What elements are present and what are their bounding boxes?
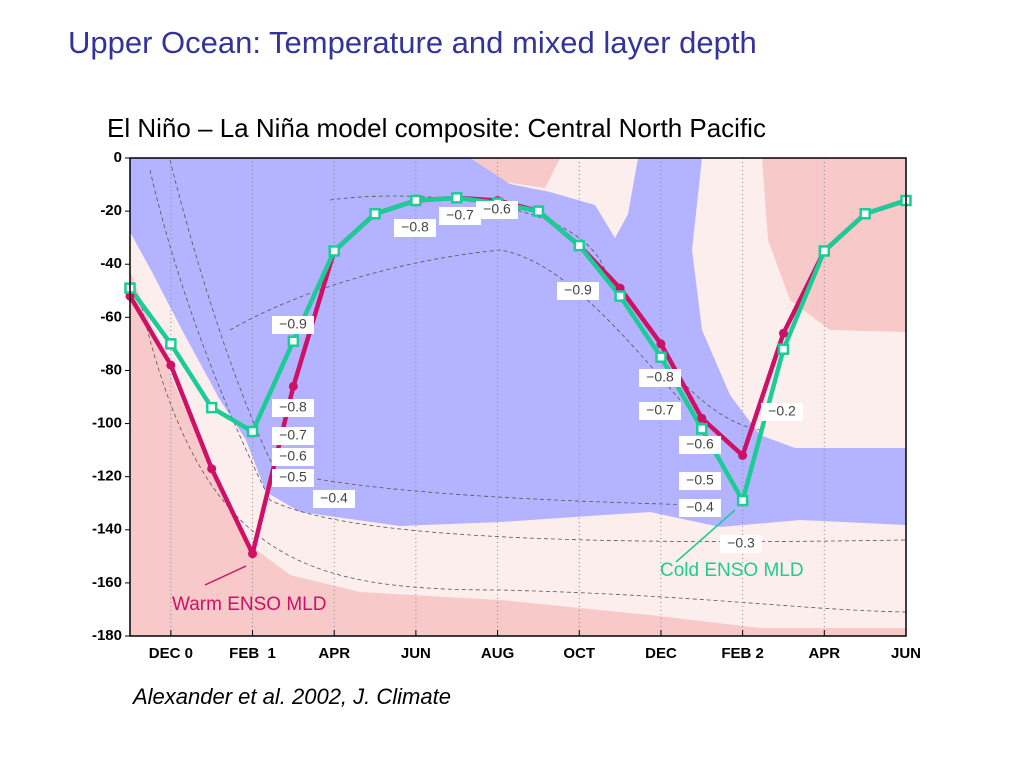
contour-label: −0.8 — [279, 399, 307, 415]
marker — [248, 549, 258, 559]
marker — [410, 194, 422, 207]
series-label: Warm ENSO MLD — [172, 594, 326, 615]
marker — [205, 401, 218, 414]
marker — [166, 360, 176, 370]
source: Alexander et al. 2002, J. Climate — [131, 684, 451, 709]
contour-label-bg — [394, 219, 436, 237]
contour — [169, 159, 701, 506]
cold-shade — [130, 158, 906, 527]
y-tick-label: -160 — [92, 574, 122, 591]
contour-label-bg — [639, 369, 681, 387]
x-tick-label: FEB 1 — [229, 645, 276, 662]
marker — [207, 464, 217, 474]
contour — [229, 249, 681, 401]
warm-shade — [470, 158, 560, 188]
x-tick-label: OCT — [563, 645, 595, 662]
y-tick-label: -20 — [100, 202, 122, 219]
contour-label-bg — [272, 427, 314, 445]
contour-label: −0.4 — [320, 490, 348, 506]
contour-label-bg — [439, 207, 481, 225]
contour-label-bg — [272, 316, 314, 334]
marker — [778, 328, 788, 338]
y-tick-label: -140 — [92, 521, 122, 538]
x-tick-label: FEB 2 — [721, 645, 764, 662]
marker — [818, 245, 831, 257]
marker — [736, 494, 749, 507]
marker — [697, 413, 707, 423]
slide-title: Upper Ocean: Temperature and mixed layer… — [68, 25, 757, 60]
contour-label: −0.7 — [279, 427, 307, 443]
y-tick-label: -180 — [92, 627, 122, 644]
contour-label-bg — [557, 282, 599, 300]
marker — [287, 335, 300, 347]
series-label: Cold ENSO MLD — [660, 560, 804, 581]
contour-label-bg — [272, 469, 314, 487]
contour-label-bg — [639, 402, 681, 420]
contour-label: −0.9 — [564, 282, 592, 298]
marker — [328, 245, 340, 257]
contour-label: −0.7 — [446, 207, 474, 223]
plot-frame — [129, 157, 907, 637]
x-tick-label: JUN — [891, 645, 921, 662]
contour-label-bg — [761, 403, 803, 421]
leader-line — [675, 509, 736, 563]
contour-label-bg — [679, 436, 721, 454]
contour-label-bg — [313, 490, 355, 508]
contour — [149, 169, 907, 542]
contour-label: −0.6 — [483, 201, 511, 217]
marker — [369, 208, 381, 220]
marker — [614, 290, 626, 302]
marker — [655, 351, 667, 363]
contour-label: −0.5 — [279, 469, 307, 485]
y-tick-label: -80 — [100, 361, 122, 378]
contour-label: −0.6 — [279, 448, 307, 464]
contour-label-bg — [272, 448, 314, 466]
y-tick-label: -100 — [92, 415, 122, 432]
contour-label: −0.7 — [646, 402, 674, 418]
marker — [573, 239, 586, 252]
marker — [656, 339, 666, 349]
contour-label: −0.9 — [279, 316, 307, 332]
contour-label-bg — [720, 535, 762, 553]
x-tick-label: APR — [318, 645, 350, 662]
marker — [532, 205, 545, 217]
contour-label: −0.4 — [686, 499, 714, 515]
y-tick-label: 0 — [114, 149, 122, 166]
contour-label-bg — [679, 499, 721, 517]
marker — [777, 343, 790, 355]
shading — [130, 158, 907, 636]
plot: DEC 0 FEB 1 APR JUN AUG OCT DEC FEB 2 APR JUN 0 -20… — [92, 149, 921, 662]
marker — [288, 381, 298, 391]
marker — [450, 192, 463, 204]
x-tick-label: AUG — [481, 645, 514, 662]
chart-subtitle: El Niño – La Niña model composite: Centr… — [107, 113, 766, 143]
marker — [165, 338, 177, 350]
contour-label-bg — [679, 472, 721, 490]
x-tick-label: JUN — [401, 645, 431, 662]
x-tick-label: APR — [808, 645, 840, 662]
contour-label: −0.8 — [646, 369, 674, 385]
contour-label: −0.8 — [401, 219, 429, 235]
marker — [738, 450, 748, 460]
y-tick-label: -120 — [92, 468, 122, 485]
y-tick-label: -60 — [100, 308, 122, 325]
contour-label-bg — [476, 201, 518, 219]
x-tick-label: DEC — [645, 645, 677, 662]
marker — [246, 425, 259, 438]
contour — [139, 299, 907, 613]
contour-label: −0.6 — [686, 436, 714, 452]
contour-label: −0.5 — [686, 472, 714, 488]
marker — [859, 208, 871, 220]
contour-label: −0.3 — [727, 535, 755, 551]
marker — [696, 423, 708, 435]
warm-shade — [130, 270, 906, 636]
contour-label: −0.2 — [768, 403, 796, 419]
leader-line — [204, 565, 247, 586]
y-tick-label: -40 — [100, 255, 122, 272]
x-tick-label: DEC 0 — [149, 645, 193, 662]
contour-label-bg — [272, 399, 314, 417]
